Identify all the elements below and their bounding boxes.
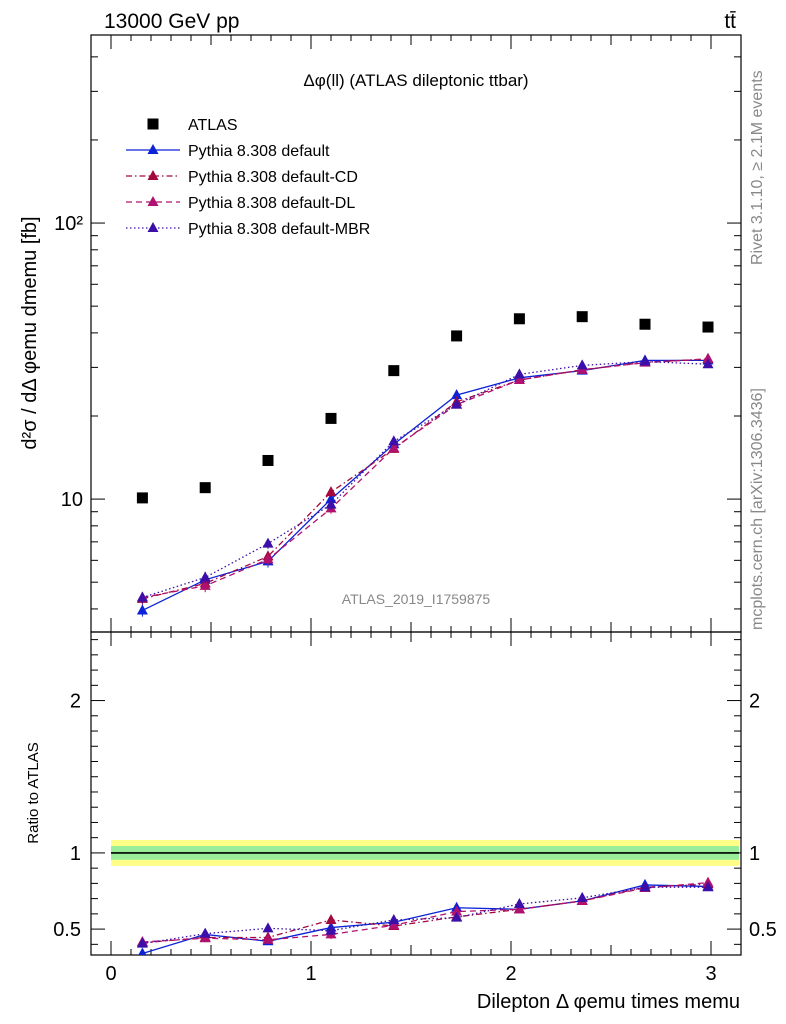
ratio-marker xyxy=(576,891,588,902)
series-line xyxy=(142,358,709,600)
process-label: tt̄ xyxy=(724,10,736,33)
ratio-marker xyxy=(513,897,525,908)
atlas-data-point xyxy=(576,311,588,323)
x-axis-label: Dilepton Δ φemu times memu xyxy=(477,991,740,1013)
ratio-ytick-label-right: 1 xyxy=(749,843,760,865)
series-marker xyxy=(262,537,274,548)
ratio-ytick-label-left: 0.5 xyxy=(53,919,81,941)
legend-marker xyxy=(147,222,159,232)
series-marker xyxy=(451,398,463,409)
main-axis-ticks: 10 10² xyxy=(54,35,741,632)
ratio-axis-ticks: 0.5 0.5 1 1 2 2 0 1 2 3 xyxy=(53,632,777,985)
ratio-marker xyxy=(262,922,274,933)
legend-entry: Pythia 8.308 default-DL xyxy=(188,195,355,212)
watermark: ATLAS_2019_I1759875 xyxy=(342,591,491,607)
series-marker xyxy=(388,435,400,446)
series-marker xyxy=(513,368,525,379)
ratio-marker xyxy=(388,913,400,924)
ratio-ytick-label-left: 2 xyxy=(70,691,81,713)
ratio-marker xyxy=(702,881,714,892)
series-marker xyxy=(702,358,714,369)
ratio-frame xyxy=(90,631,742,956)
ratio-panel: 0.5 0.5 1 1 2 2 0 1 2 3 Ratio to ATLAS Dilepton Δ… xyxy=(25,631,777,1013)
ratio-marker xyxy=(639,881,651,892)
ratio-marker xyxy=(388,919,400,930)
mcplots-label: mcplots.cern.ch [arXiv:1306.3436] xyxy=(749,388,766,630)
ratio-bands xyxy=(111,839,739,866)
ratio-ytick-label-right: 2 xyxy=(749,691,760,713)
main-ytick-label: 10² xyxy=(54,213,83,235)
ratio-marker xyxy=(451,905,463,916)
legend-entry: Pythia 8.308 default xyxy=(188,143,330,160)
atlas-data-point xyxy=(388,365,400,377)
atlas-data-point xyxy=(136,492,148,504)
series-marker xyxy=(262,553,274,564)
energy-label: 13000 GeV pp xyxy=(104,10,239,33)
series-marker xyxy=(388,442,400,453)
ratio-marker xyxy=(325,924,337,935)
ratio-marker xyxy=(138,947,147,955)
atlas-data-point xyxy=(451,330,463,342)
x-tick-label: 3 xyxy=(705,963,716,985)
series-line xyxy=(142,360,709,599)
atlas-data-point xyxy=(702,321,714,333)
series-marker xyxy=(325,493,337,504)
main-series xyxy=(136,311,714,617)
atlas-data-point xyxy=(513,313,525,325)
legend-entry: Pythia 8.308 default-CD xyxy=(188,169,358,186)
legend-entry: Pythia 8.308 default-MBR xyxy=(188,221,370,238)
legend-marker xyxy=(147,170,159,180)
ratio-series-line xyxy=(142,884,709,955)
ratio-marker xyxy=(199,927,211,938)
ratio-marker xyxy=(513,903,525,914)
series-line xyxy=(142,359,708,612)
series-marker xyxy=(199,579,211,590)
x-tick-label: 1 xyxy=(305,963,316,985)
x-tick-label: 0 xyxy=(105,963,116,985)
ratio-series-group xyxy=(136,876,714,955)
ratio-marker xyxy=(325,913,337,924)
series-marker xyxy=(639,355,651,366)
x-tick-label: 2 xyxy=(505,963,516,985)
atlas-data-point xyxy=(262,454,274,466)
main-panel: 10 10² Δφ(ll) (ATLAS dileptonic ttbar) AT… xyxy=(19,34,742,633)
series-marker xyxy=(136,604,148,615)
atlas-data-point xyxy=(199,482,211,494)
ratio-marker xyxy=(451,911,463,922)
legend-marker xyxy=(147,196,159,206)
ratio-ytick-label-left: 1 xyxy=(70,843,81,865)
series-marker xyxy=(576,359,588,370)
series-marker xyxy=(136,591,148,602)
legend: ATLAS Pythia 8.308 default Pythia 8.308 de… xyxy=(126,117,370,238)
series-marker xyxy=(199,571,211,582)
ratio-ytick-label-right: 0.5 xyxy=(749,919,777,941)
series-marker xyxy=(325,486,337,497)
chart-title: Δφ(ll) (ATLAS dileptonic ttbar) xyxy=(303,71,528,90)
legend-marker-atlas xyxy=(147,118,159,130)
legend-entry: ATLAS xyxy=(188,117,238,134)
ratio-series xyxy=(136,876,714,955)
series-line xyxy=(142,358,709,599)
series-marker xyxy=(451,389,463,400)
series-marker xyxy=(702,352,714,363)
atlas-data-point xyxy=(639,318,651,330)
series-marker xyxy=(325,498,337,509)
ratio-marker xyxy=(136,937,148,948)
rivet-label: Rivet 3.1.10, ≥ 2.1M events xyxy=(749,70,766,265)
main-ylabel: d²σ / dΔ φemu dmemu [fb] xyxy=(19,216,41,449)
series-marker xyxy=(513,374,525,385)
main-ytick-label: 10 xyxy=(61,489,83,511)
ratio-ylabel: Ratio to ATLAS xyxy=(25,742,42,843)
ratio-series-line xyxy=(142,886,708,945)
legend-marker xyxy=(147,144,159,154)
ratio-marker xyxy=(262,933,274,944)
atlas-data-point xyxy=(325,412,337,424)
